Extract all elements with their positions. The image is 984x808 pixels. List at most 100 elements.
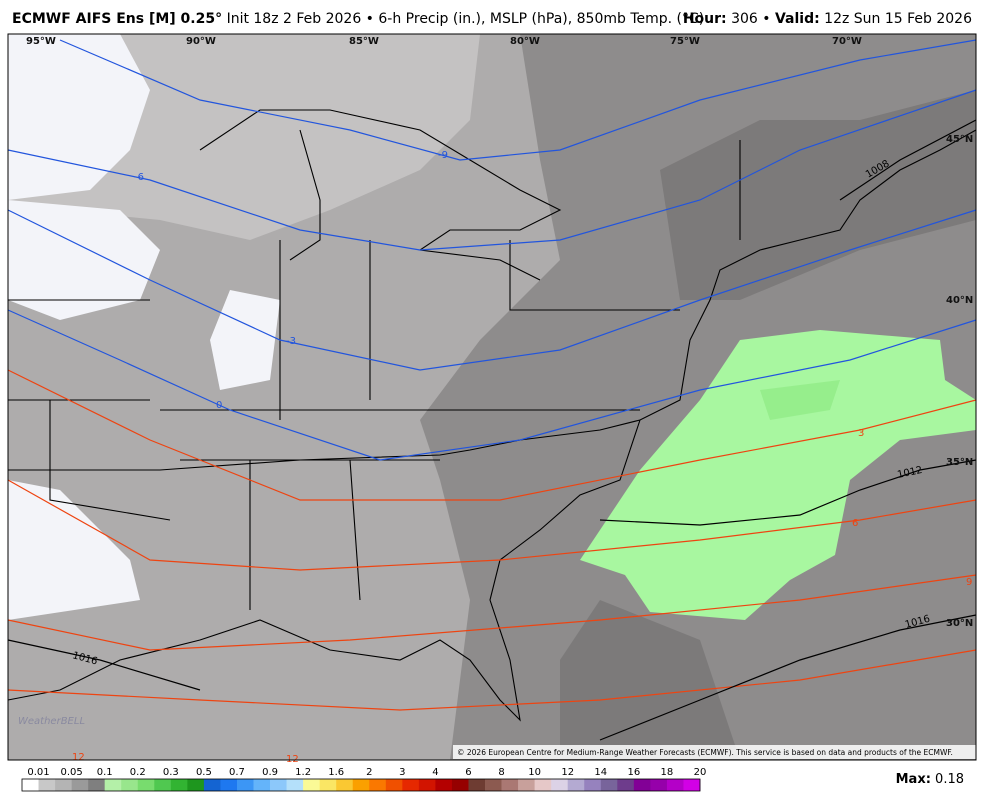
- colorbar-swatch: [203, 779, 221, 791]
- logo: WeatherBELL: [18, 716, 85, 727]
- isobar-label: 1012: [896, 465, 923, 481]
- credit-bg: [453, 745, 976, 759]
- colorbar-swatch: [22, 779, 39, 791]
- colorbar-swatch: [501, 779, 519, 791]
- separator: •: [762, 11, 771, 27]
- colorbar-label: 0.01: [27, 767, 49, 778]
- colorbar-swatch: [435, 779, 453, 791]
- colorbar-label: 12: [561, 767, 574, 778]
- colorbar-swatch: [600, 779, 618, 791]
- isotherm-label: 3: [858, 428, 864, 439]
- colorbar-label: 0.2: [130, 767, 146, 778]
- colorbar-label: 0.9: [262, 767, 278, 778]
- latitude-label: 40°N: [946, 295, 973, 306]
- colorbar-swatch: [253, 779, 271, 791]
- colorbar-label: 0.05: [60, 767, 82, 778]
- colorbar-label: 14: [594, 767, 607, 778]
- colorbar-swatch: [121, 779, 139, 791]
- isotherm: [59, 39, 977, 161]
- colorbar-swatch: [154, 779, 172, 791]
- coastline: [8, 129, 977, 471]
- isobar: [599, 459, 977, 526]
- heavier-precip: [560, 600, 740, 760]
- colorbar: 0.01 0.05 0.1 0.2 0.3 0.5 0.7 0.9 1.2 1.6 2 3 4 6 8 10 1…: [21, 767, 706, 792]
- no-precip: [8, 480, 140, 620]
- colorbar-swatch: [418, 779, 436, 791]
- isotherm: [7, 89, 977, 251]
- coastline: [7, 419, 641, 722]
- header: ECMWF AIFS Ens [M] 0.25° Init 18z 2 Feb …: [12, 11, 972, 27]
- colorbar-swatch: [170, 779, 188, 791]
- map-fields: [8, 34, 976, 760]
- colorbar-frame: [21, 778, 701, 792]
- max-label: Max:: [895, 772, 931, 787]
- isotherm: [7, 574, 977, 651]
- colorbar-swatch: [71, 779, 89, 791]
- colorbar-label: 1.2: [295, 767, 311, 778]
- green-precip: [580, 330, 976, 620]
- colorbar-label: 0.5: [196, 767, 212, 778]
- longitude-label: 75°W: [670, 36, 700, 47]
- colorbar-swatch: [683, 779, 701, 791]
- colorbar-swatch: [286, 779, 304, 791]
- isotherm-label: -9: [438, 150, 448, 161]
- green-precip: [760, 380, 840, 420]
- isobar: [7, 614, 977, 741]
- colorbar-label: 2: [366, 767, 372, 778]
- colorbar-label: 16: [627, 767, 640, 778]
- great-lakes: [199, 109, 562, 281]
- map-frame: [7, 33, 977, 761]
- isobar: [839, 119, 977, 201]
- boundaries: [7, 109, 977, 722]
- colorbar-swatch: [518, 779, 535, 791]
- colorbar-swatch: [485, 779, 502, 791]
- isotherm-label: 0: [216, 400, 222, 411]
- colorbar-swatch: [220, 779, 238, 791]
- colorbar-label: 0.1: [97, 767, 113, 778]
- no-precip: [8, 34, 150, 200]
- isotherm: [7, 479, 977, 571]
- colorbar-swatch: [336, 779, 354, 791]
- colorbar-swatch: [551, 779, 569, 791]
- isotherm-label: 12: [72, 752, 85, 763]
- colorbar-label: 0.3: [163, 767, 179, 778]
- isotherm-label: 9: [966, 577, 972, 588]
- subtitle: Init 18z 2 Feb 2026 • 6-h Precip (in.), …: [226, 11, 705, 27]
- credit: © 2026 European Centre for Medium-Range …: [457, 748, 953, 757]
- lake-michigan: [289, 129, 321, 261]
- colorbar-label: 18: [661, 767, 674, 778]
- colorbar-swatch: [319, 779, 337, 791]
- no-precip: [8, 200, 160, 320]
- colorbar-swatch: [303, 779, 320, 791]
- colorbar-swatch: [650, 779, 668, 791]
- max: Max: 0.18: [896, 772, 964, 787]
- colorbar-swatch: [584, 779, 602, 791]
- colorbar-label: 10: [528, 767, 541, 778]
- colorbar-swatch: [666, 779, 684, 791]
- state-lines: [8, 140, 741, 610]
- colorbar-swatch: [567, 779, 585, 791]
- latitude-label: 45°N: [946, 134, 973, 145]
- colorbar-swatch: [534, 779, 552, 791]
- graticule-labels: 95°W 90°W 85°W 80°W 75°W 70°W 45°N 40°N …: [26, 36, 973, 629]
- longitude-label: 90°W: [186, 36, 216, 47]
- max-value: 0.18: [935, 772, 964, 787]
- longitude-label: 80°W: [510, 36, 540, 47]
- colorbar-label: 6: [465, 767, 471, 778]
- isotherm-label: -6: [134, 172, 144, 183]
- isotherm: [7, 209, 977, 371]
- colorbar-label: 0.7: [229, 767, 245, 778]
- hour: 306: [731, 11, 758, 27]
- colorbar-swatch: [236, 779, 254, 791]
- colorbar-swatch: [88, 779, 105, 791]
- colorbar-swatch: [352, 779, 370, 791]
- colorbar-swatch: [468, 779, 486, 791]
- valid-info: Hour: 306 • Valid: 12z Sun 15 Feb 2026: [683, 11, 972, 27]
- colorbar-swatch: [270, 779, 287, 791]
- colorbar-label: 3: [399, 767, 405, 778]
- title: ECMWF AIFS Ens [M] 0.25°: [12, 11, 223, 27]
- colorbar-swatch: [187, 779, 205, 791]
- isotherm-label: 6: [852, 518, 858, 529]
